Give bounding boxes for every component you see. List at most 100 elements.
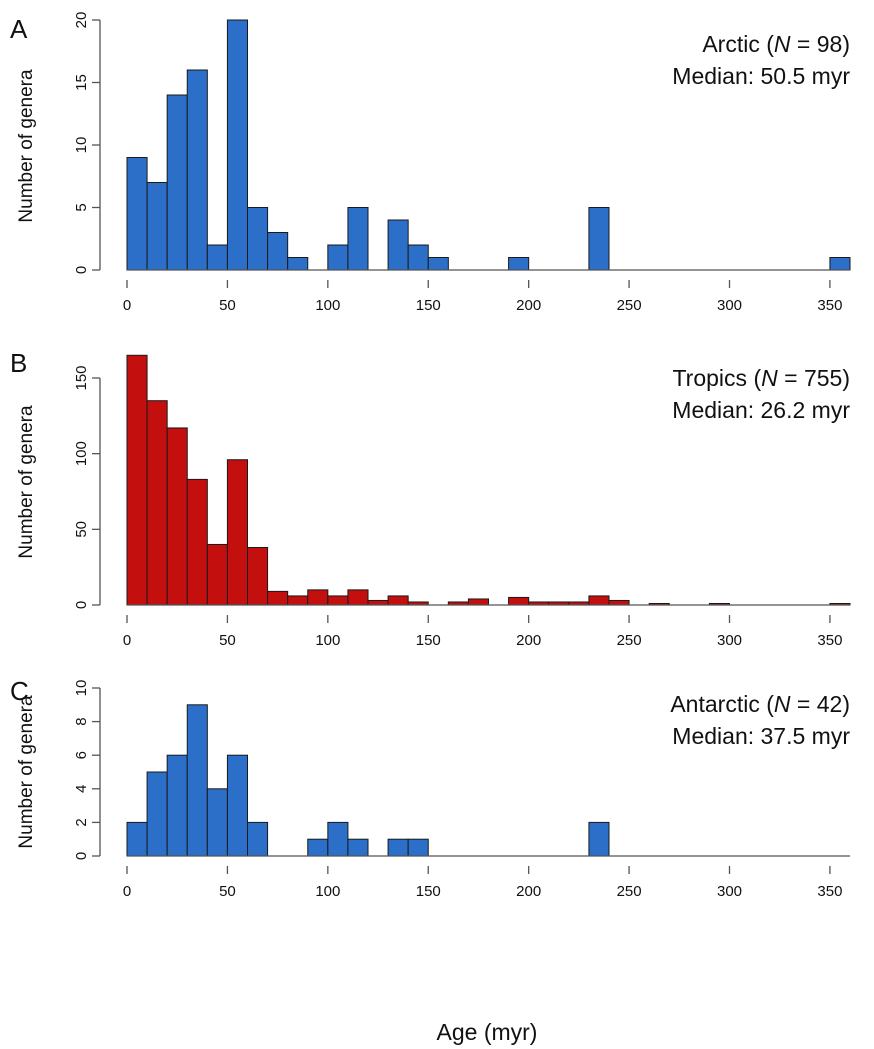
panel-b-equals: = [778,365,804,391]
panel-c-y-tick-label: 8 [73,717,90,725]
panel-c-median-value: 37.5 [761,723,806,749]
panel-a-equals: = [791,31,817,57]
panel-a-n-symbol: N [774,31,791,57]
panel-a-x-tick-label: 150 [416,297,441,314]
panel-a-bar [226,19,249,271]
panel-c-x-tick-label: 250 [617,883,642,900]
panel-c-title: Antarctic (N = 42) [670,691,850,717]
panel-b-n-symbol: N [761,365,778,391]
panel-b-bar [126,354,148,606]
panel-b-bar [588,595,610,606]
panel-c-bar [186,704,208,857]
panel-b-bar [347,589,369,606]
panel-c-region-name: Antarctic [670,691,759,717]
panel-b-bar [267,590,289,606]
panel-c-paren-open: ( [766,691,774,717]
panel-c-y-tick-label: 10 [73,680,90,697]
panel-b-bar [467,598,489,606]
panel-b-y-axis-label: Number of genera [16,405,37,559]
panel-c-median: Median: 37.5 myr [672,723,850,749]
panel-b-median-unit: myr [805,397,850,423]
panel-c-bar [126,821,148,857]
x-axis-label: Age (myr) [437,1019,538,1045]
panel-b-bar [307,589,329,606]
panel-a-bar [327,244,349,271]
panel-c-bar [166,754,188,857]
panel-c-median-label: Median: [672,723,760,749]
panel-b-median-value: 26.2 [761,397,806,423]
panel-b-bar [226,459,249,606]
panel-c-bar [206,788,228,857]
panel-b-title: Tropics (N = 755) [672,365,850,391]
panel-b-letter: B [10,348,27,378]
panel-a-region-name: Arctic [702,31,760,57]
panel-b-x-tick-label: 200 [516,632,541,649]
panel-b-bar [166,427,188,606]
panel-c-y-tick-label: 4 [73,785,90,793]
panel-b-x-tick-label: 250 [617,632,642,649]
panel-b-x-tick-label: 300 [717,632,742,649]
panel-a-x-tick-label: 200 [516,297,541,314]
panel-c-median-unit: myr [805,723,850,749]
panel-a-bar [267,232,289,271]
panel-c-bar [146,771,168,857]
panel-a-title: Arctic (N = 98) [702,31,850,57]
panel-b-bar [247,546,269,606]
panel-c-x-tick-label: 200 [516,883,541,900]
panel-a-bar [407,244,429,271]
panel-a-median-label: Median: [672,63,760,89]
panel-a-bar [347,207,369,271]
panel-c-paren-close: ) [842,691,850,717]
panel-b-bar [327,595,349,606]
panel-c-bar [226,754,249,857]
panel-b-x-tick-label: 150 [416,632,441,649]
panel-a-bar [427,257,449,271]
panel-a-y-tick-label: 5 [73,203,90,211]
panel-b-region-name: Tropics [672,365,747,391]
panel-b-x-tick-label: 50 [219,632,236,649]
panel-a-bar [829,257,851,271]
panel-c-y-tick-label: 6 [73,751,90,759]
panel-b-y-tick-label: 0 [73,601,90,609]
panel-a-bar [387,219,409,271]
panel-c-x-tick-label: 100 [315,883,340,900]
panel-c-bar [247,821,269,857]
panel-a-bar [166,94,188,271]
panel-b-y-tick-label: 50 [73,521,90,538]
panel-a-bar [287,257,309,271]
panel-b-median-label: Median: [672,397,760,423]
panel-b-y-tick-label: 150 [73,365,90,390]
panel-a-bar [126,157,148,271]
panel-a-y-tick-label: 0 [73,266,90,274]
panel-b-x-tick-label: 0 [123,632,131,649]
panel-b: B Number of genera 0 50 100 150 0 50 100 150 200… [10,348,851,649]
panel-a-sample-size: 98 [817,31,843,57]
panel-a-x-tick-label: 100 [315,297,340,314]
panel-c-bar [387,838,409,857]
panel-c-equals: = [791,691,817,717]
panel-a-bar [186,69,208,271]
panel-c-sample-size: 42 [817,691,843,717]
panel-b-bar [387,595,409,606]
panel-a-x-tick-label: 0 [123,297,131,314]
panel-a-y-axis-label: Number of genera [16,69,37,223]
panel-a-x-tick-label: 350 [817,297,842,314]
panel-c-x-tick-label: 300 [717,883,742,900]
panel-a-x-tick-label: 300 [717,297,742,314]
panel-a-bar [247,207,269,271]
panel-b-x-tick-label: 350 [817,632,842,649]
panel-b-sample-size: 755 [804,365,842,391]
panel-a-bar [146,182,168,271]
panel-c-y-axis-label: Number of genera [16,695,37,849]
panel-c-n-symbol: N [774,691,791,717]
panel-b-bar [508,596,530,606]
panel-b-bar [287,595,309,606]
panel-b-median: Median: 26.2 myr [672,397,850,423]
panel-b-bar [146,400,168,606]
panel-c-x-tick-label: 50 [219,883,236,900]
panel-c-bar [327,821,349,857]
